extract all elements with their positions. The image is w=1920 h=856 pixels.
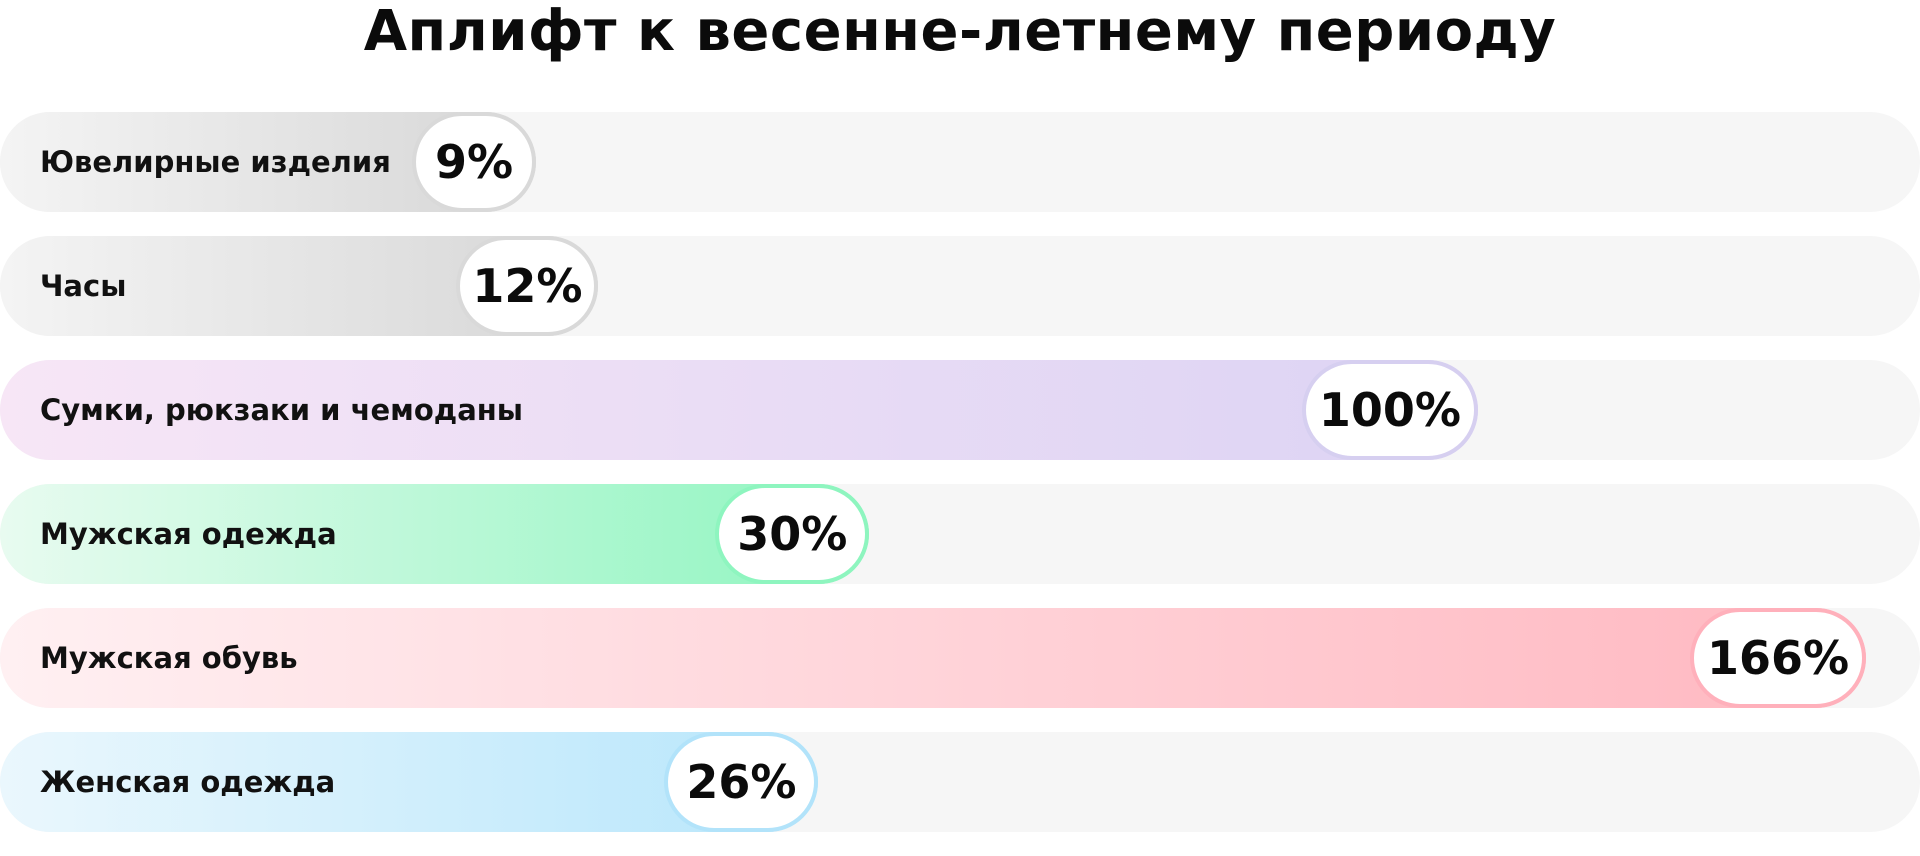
bar-row: 30% Мужская одежда bbox=[0, 484, 1920, 584]
bar-row: 100% Сумки, рюкзаки и чемоданы bbox=[0, 360, 1920, 460]
bar-fill: 12% bbox=[0, 236, 599, 336]
bar-row: 12% Часы bbox=[0, 236, 1920, 336]
bar-value-label: 100% bbox=[1301, 360, 1478, 460]
bar-category-label: Часы bbox=[40, 269, 127, 303]
bar-row: 26% Женская одежда bbox=[0, 732, 1920, 832]
bar-row: 9% Ювелирные изделия bbox=[0, 112, 1920, 212]
bar-category-label: Ювелирные изделия bbox=[40, 145, 391, 179]
bar-fill: 166% bbox=[0, 608, 1866, 708]
bar-category-label: Женская одежда bbox=[40, 765, 336, 799]
bar-fill: 9% bbox=[0, 112, 536, 212]
bar-value-label: 9% bbox=[412, 112, 536, 212]
bar-value-label: 30% bbox=[715, 484, 870, 584]
bar-value-label: 26% bbox=[664, 732, 819, 832]
bar-category-label: Сумки, рюкзаки и чемоданы bbox=[40, 393, 524, 427]
bar-fill: 30% bbox=[0, 484, 870, 584]
bar-fill: 26% bbox=[0, 732, 819, 832]
bar-row: 166% Мужская обувь bbox=[0, 608, 1920, 708]
bar-value-label: 12% bbox=[456, 236, 599, 336]
bar-fill: 100% bbox=[0, 360, 1478, 460]
chart-title: Аплифт к весенне-летнему периоду bbox=[363, 0, 1557, 64]
bar-category-label: Мужская обувь bbox=[40, 641, 298, 675]
bar-category-label: Мужская одежда bbox=[40, 517, 337, 551]
bar-rows: 9% Ювелирные изделия 12% Часы 100% Сумки, рюк… bbox=[0, 112, 1920, 856]
bar-value-label: 166% bbox=[1690, 608, 1866, 708]
